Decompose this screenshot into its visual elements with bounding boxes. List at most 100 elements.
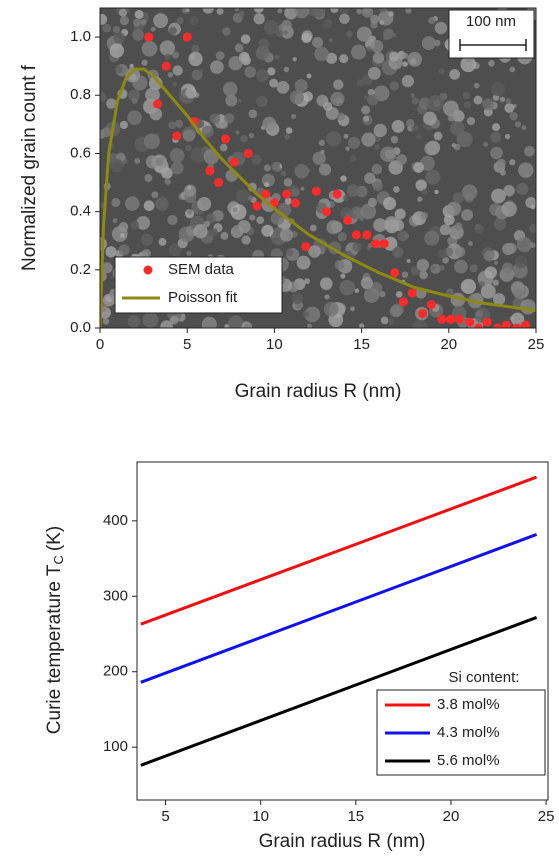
point [362, 230, 372, 240]
point [343, 215, 353, 225]
grain [150, 26, 156, 32]
grain [493, 260, 499, 266]
grain [469, 264, 478, 273]
grain [172, 65, 183, 76]
grain [222, 27, 231, 36]
grain [388, 11, 394, 17]
grain [118, 8, 128, 17]
grain [190, 147, 207, 164]
grain [249, 214, 256, 221]
grain [112, 25, 120, 34]
grain [324, 294, 330, 300]
point [446, 314, 456, 324]
grain [129, 73, 137, 81]
grain [234, 43, 244, 53]
grain [155, 157, 164, 167]
grain [284, 8, 298, 20]
grain [312, 36, 323, 48]
grain [373, 123, 387, 138]
grain [244, 323, 252, 328]
grain [284, 134, 290, 140]
grain [102, 23, 112, 33]
point [172, 131, 182, 141]
grain [114, 65, 123, 74]
grain [201, 125, 214, 138]
grain [360, 276, 373, 290]
grain [510, 312, 525, 326]
grain [263, 164, 271, 172]
grain [438, 68, 445, 75]
grain [424, 230, 440, 246]
grain [335, 97, 343, 105]
grain [505, 242, 517, 254]
grain [172, 51, 180, 59]
grain [127, 110, 142, 125]
grain [325, 52, 338, 64]
x-tick-label: 0 [96, 336, 104, 353]
grain [409, 58, 417, 65]
grain [492, 279, 499, 286]
grain [367, 88, 375, 97]
grain [155, 197, 169, 211]
legend-label: Poisson fit [168, 289, 238, 306]
grain [198, 68, 204, 73]
grain [312, 151, 326, 165]
grain [203, 220, 211, 228]
grain [434, 189, 439, 195]
grain [516, 182, 529, 195]
grain [119, 120, 128, 130]
grain [274, 54, 280, 60]
grain [141, 59, 148, 66]
grain [416, 133, 423, 140]
grain [228, 56, 243, 71]
y-tick-label: 0.2 [70, 261, 91, 278]
grain [518, 162, 534, 178]
grain [473, 95, 483, 105]
grain [337, 232, 347, 242]
y-axis-label-unit: (K) [44, 526, 65, 551]
grain [456, 131, 473, 148]
grain [320, 149, 325, 154]
grain [238, 51, 250, 63]
grain [311, 8, 326, 18]
grain [261, 224, 274, 237]
y-axis-label-text: Normalized grain count f [19, 64, 40, 271]
grain [361, 105, 371, 115]
grain [394, 208, 406, 220]
grain [294, 79, 308, 93]
grain [185, 8, 190, 13]
grain [449, 69, 461, 80]
grain [428, 16, 436, 25]
grain [264, 181, 270, 188]
grain [184, 184, 197, 197]
point [153, 99, 163, 109]
grain [410, 93, 415, 98]
point [418, 308, 428, 318]
grain [248, 195, 254, 201]
y-axis-label: Normalized grain count f [19, 64, 40, 271]
grain [514, 121, 522, 128]
grain [197, 197, 212, 211]
grain [425, 169, 441, 185]
grain [164, 53, 171, 60]
grain [256, 69, 269, 82]
grain [373, 85, 390, 102]
grain [361, 8, 374, 18]
point [182, 32, 192, 42]
grain [251, 154, 262, 165]
grain [420, 212, 429, 220]
grain [396, 154, 408, 165]
grain [145, 155, 159, 169]
grain [304, 306, 321, 323]
grain [318, 139, 325, 147]
grain [434, 39, 441, 47]
grain [462, 91, 471, 100]
grain [342, 194, 350, 202]
grain [347, 136, 360, 149]
point [322, 207, 332, 217]
point [243, 148, 253, 158]
grain [513, 288, 525, 300]
grain [172, 81, 178, 87]
grain [417, 196, 423, 202]
